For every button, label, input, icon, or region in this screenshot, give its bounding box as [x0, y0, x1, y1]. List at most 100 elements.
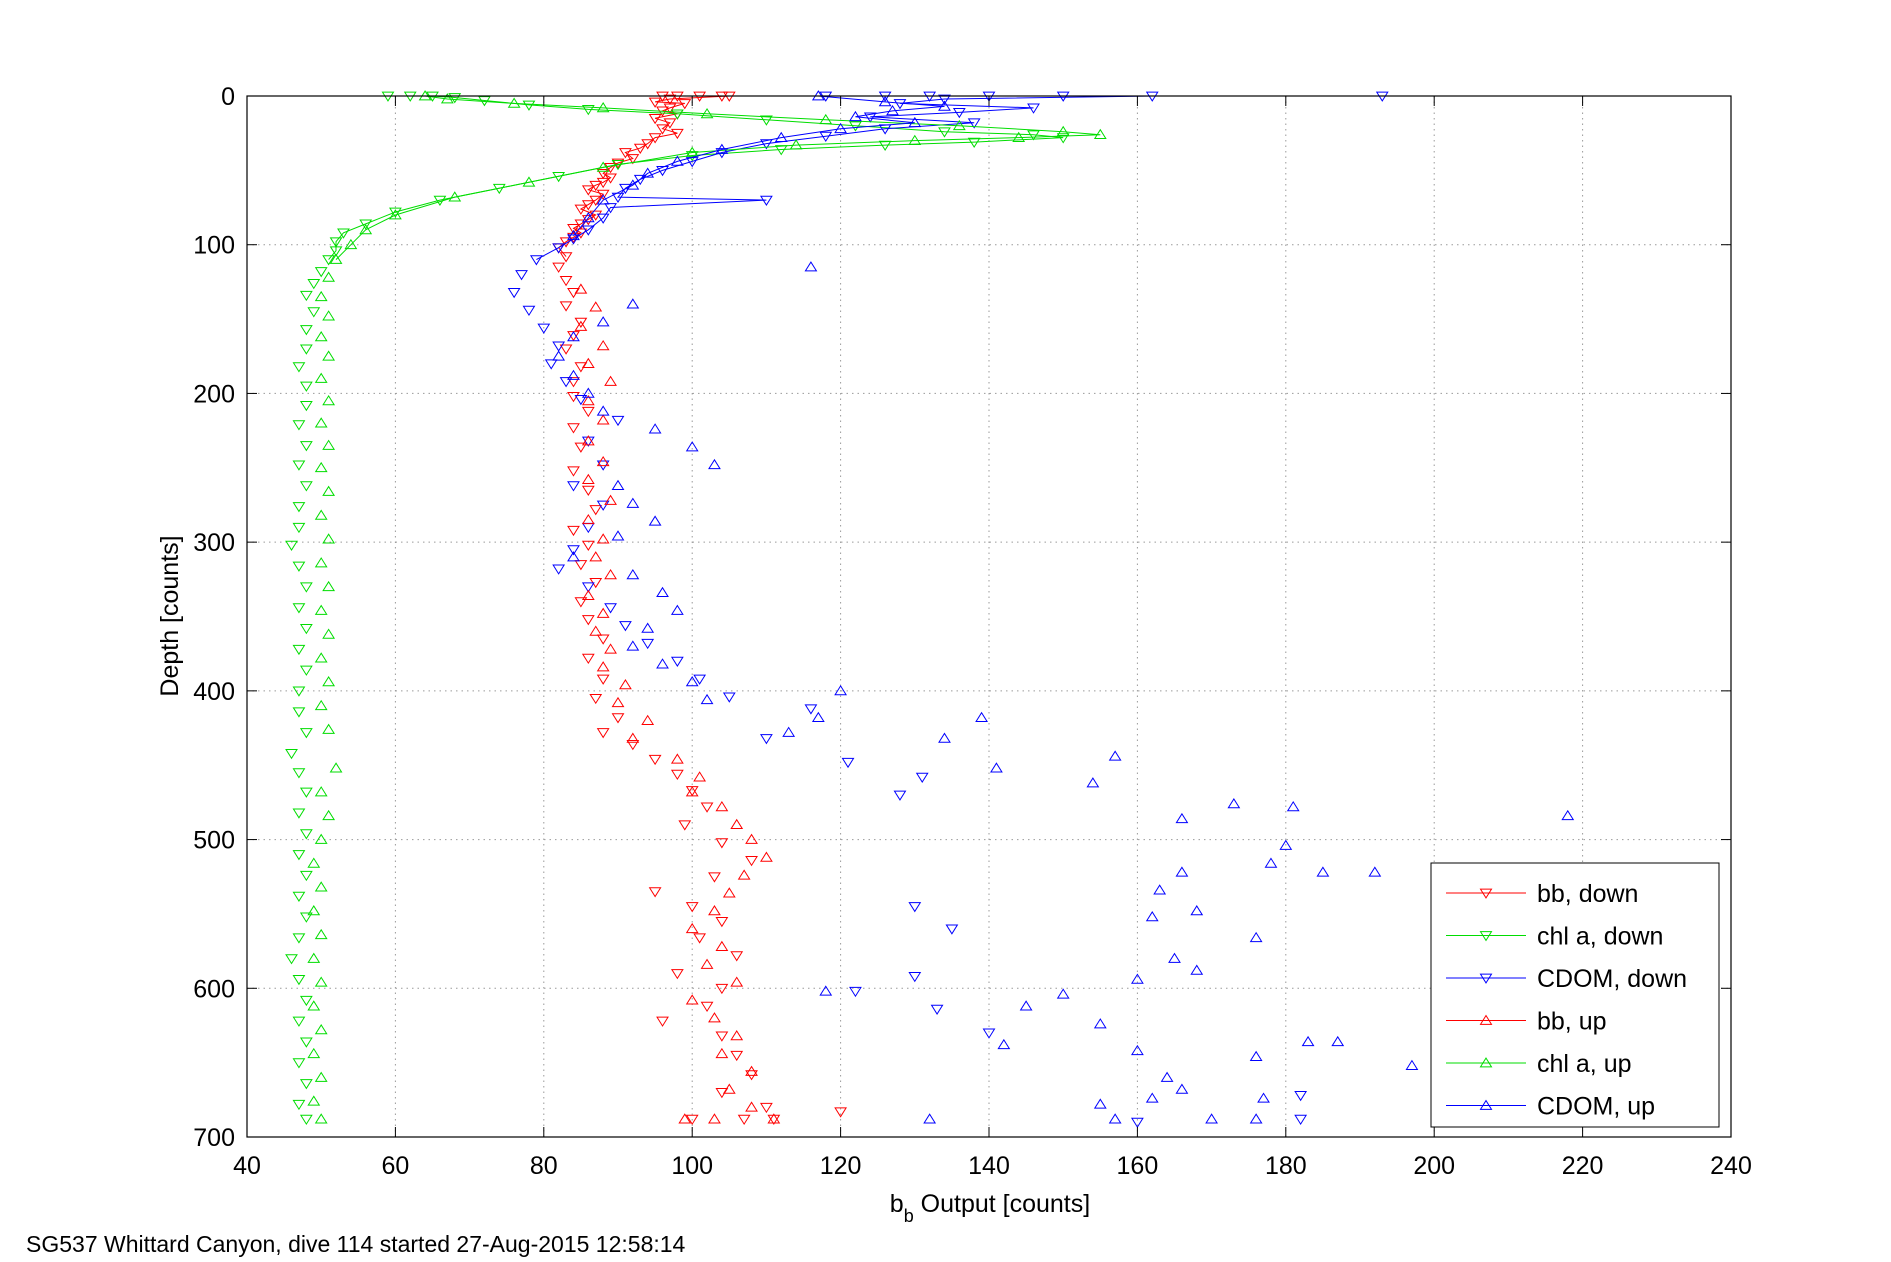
data-point [596, 533, 610, 544]
data-point [604, 568, 617, 580]
data-point [1168, 952, 1181, 963]
data-point [641, 638, 655, 650]
data-point [626, 732, 640, 743]
data-point [1175, 812, 1189, 824]
data-point [299, 1037, 313, 1048]
data-point [648, 887, 662, 898]
data-point [1264, 857, 1278, 868]
data-point [292, 460, 306, 471]
series-bb-up [574, 283, 781, 1124]
data-point [299, 624, 313, 635]
data-point [626, 497, 640, 508]
y-tick-label: 600 [193, 975, 235, 1003]
series-line [573, 95, 945, 237]
data-point [567, 525, 580, 537]
data-point [730, 1050, 744, 1062]
data-point [314, 881, 328, 892]
data-point [1190, 905, 1204, 916]
data-point [596, 161, 610, 172]
data-point [604, 203, 617, 214]
data-point [292, 644, 306, 656]
y-tick-label: 300 [193, 529, 235, 557]
x-tick-label: 240 [1710, 1152, 1752, 1180]
data-point [322, 676, 336, 687]
data-point [604, 375, 617, 386]
data-point [737, 869, 751, 880]
data-point [670, 753, 684, 764]
data-point [1331, 1035, 1345, 1047]
data-point [819, 113, 833, 125]
data-point [604, 603, 617, 614]
data-point [537, 323, 551, 334]
data-point [604, 163, 617, 174]
data-point [299, 1079, 313, 1090]
data-point [567, 377, 580, 388]
data-point [1093, 1018, 1107, 1029]
legend-item: CDOM, up [1446, 1093, 1655, 1121]
data-point [945, 924, 959, 935]
data-point [314, 1024, 328, 1035]
data-point [767, 1114, 781, 1126]
data-point [292, 522, 306, 534]
data-point [975, 711, 988, 722]
data-point [567, 369, 580, 380]
data-point [737, 1114, 751, 1126]
data-point [307, 1000, 321, 1011]
data-point [299, 870, 313, 882]
data-point [693, 771, 707, 782]
data-point [685, 441, 699, 452]
data-point [708, 458, 721, 470]
data-point [715, 1031, 729, 1042]
data-point [648, 515, 662, 526]
data-point [611, 696, 625, 708]
data-point [849, 986, 862, 998]
data-point [930, 1004, 944, 1016]
data-point [567, 331, 580, 342]
data-point [730, 1029, 744, 1041]
data-point [299, 995, 313, 1007]
data-point [292, 362, 306, 373]
data-point [834, 1107, 848, 1118]
data-point [314, 417, 328, 428]
data-point [715, 838, 729, 849]
data-point [299, 441, 313, 452]
data-point [299, 912, 313, 923]
data-point [1279, 839, 1293, 850]
data-point [1227, 797, 1241, 809]
data-point [656, 1016, 669, 1027]
data-point [626, 179, 640, 190]
data-point [863, 112, 877, 123]
data-point [849, 121, 862, 132]
data-point [314, 557, 328, 568]
data-point [1145, 1092, 1159, 1103]
data-point [663, 118, 677, 129]
data-point [685, 146, 699, 157]
data-point [567, 229, 580, 241]
data-point [759, 1102, 773, 1114]
data-point [1145, 911, 1159, 922]
data-point [619, 679, 632, 690]
data-point [626, 298, 640, 309]
data-point [596, 189, 610, 201]
data-point [314, 1113, 328, 1124]
data-point [292, 686, 306, 697]
data-point [581, 653, 595, 665]
legend-marker [1479, 888, 1493, 899]
data-point [626, 154, 640, 165]
data-point [292, 1099, 306, 1111]
data-point [626, 568, 640, 580]
legend: bb, down chl a, down CDOM, down bb, up chl a… [1430, 862, 1720, 1128]
data-point [915, 772, 929, 784]
data-point [574, 395, 588, 406]
data-point [708, 1113, 721, 1124]
data-point [908, 972, 922, 983]
data-point [834, 684, 848, 696]
legend-label: bb, up [1537, 1008, 1607, 1036]
data-point [589, 505, 603, 516]
data-point [285, 954, 298, 965]
x-axis-label-rest: Output [counts] [914, 1190, 1091, 1218]
data-point [544, 359, 558, 370]
data-point [596, 634, 610, 645]
series-cdom-up [552, 90, 1575, 1124]
data-point [663, 94, 677, 105]
